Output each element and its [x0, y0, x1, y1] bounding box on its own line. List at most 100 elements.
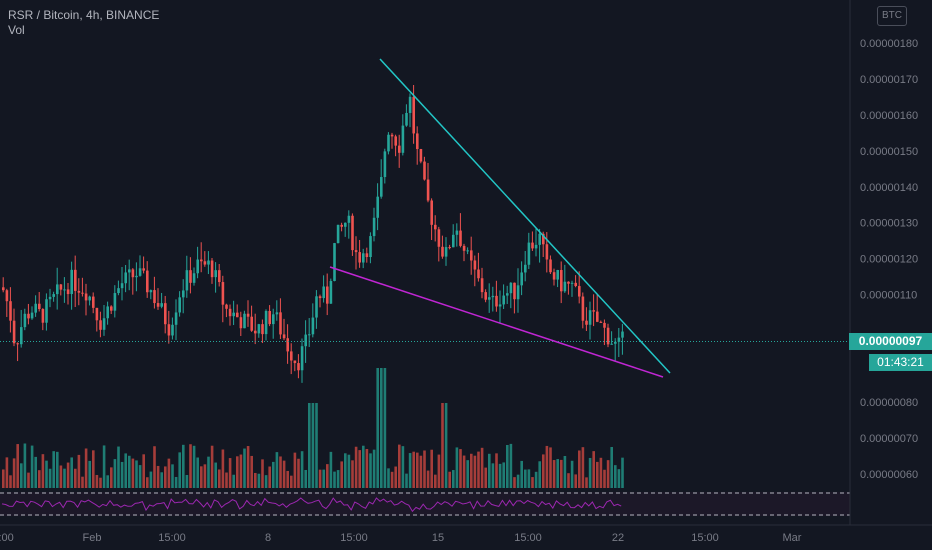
candle-body [452, 234, 455, 248]
volume-bar [322, 469, 325, 488]
candle-body [614, 341, 617, 344]
volume-bar [2, 469, 5, 488]
volume-bar [232, 474, 235, 488]
volume-bar [387, 468, 390, 488]
volume-bar [52, 451, 55, 488]
candle-body [387, 134, 390, 152]
candle-body [538, 233, 541, 245]
volume-bar [513, 477, 516, 488]
volume-bar [20, 463, 23, 488]
candle-body [232, 312, 235, 317]
bar-countdown-badge: 01:43:21 [869, 354, 932, 371]
candle-body [66, 289, 70, 295]
candle-body [12, 320, 16, 344]
upper-trendline[interactable] [379, 58, 671, 374]
candle-body [416, 133, 419, 150]
volume-bar [311, 403, 315, 488]
volume-bar [552, 460, 556, 488]
lower-trendline[interactable] [329, 266, 664, 378]
candle-body [257, 324, 261, 334]
volume-bar [99, 477, 102, 488]
candle-body [110, 306, 113, 311]
volume-bar [81, 476, 84, 488]
candle-body [488, 297, 491, 300]
volume-bar [218, 469, 221, 488]
volume-bar [365, 448, 369, 488]
candle-body [142, 268, 145, 271]
candle-body [491, 295, 495, 298]
candle-body [333, 243, 336, 281]
volume-bar [585, 477, 588, 488]
volume-bar [333, 471, 336, 488]
volume-bar [520, 460, 523, 488]
time-tick-label: 15 [432, 532, 444, 544]
candle-body [16, 343, 19, 345]
volume-bar [419, 455, 423, 488]
volume-bar [12, 458, 16, 488]
candle-body [41, 309, 45, 323]
candle-body [311, 317, 315, 335]
candle-body [315, 296, 318, 318]
volume-bar [574, 474, 577, 488]
candle-body [192, 273, 196, 283]
candle-body [484, 292, 487, 300]
candle-body [48, 296, 52, 300]
volume-bar [214, 462, 217, 488]
candle-body [567, 281, 570, 284]
volume-bar [354, 446, 358, 488]
candle-body [455, 230, 459, 235]
candle-body [552, 272, 556, 280]
volume-bar [74, 468, 77, 488]
volume-bar [538, 461, 541, 488]
volume-bar [358, 450, 361, 488]
volume-bar [120, 461, 124, 488]
volume-bar [106, 475, 109, 488]
candle-body [581, 296, 585, 321]
volume-bar [369, 453, 372, 488]
candle-body [592, 310, 595, 312]
volume-bar [41, 454, 45, 488]
candle-body [84, 293, 88, 301]
volume-bar [117, 446, 120, 488]
time-tick-label: 15:00 [691, 532, 719, 544]
currency-badge[interactable]: BTC [877, 6, 907, 26]
volume-bar [578, 450, 581, 488]
candle-body [509, 282, 513, 294]
candle-body [38, 303, 41, 310]
candle-body [372, 217, 376, 237]
candle-body [390, 134, 394, 137]
candle-body [531, 242, 534, 249]
volume-bar [178, 452, 181, 488]
volume-bar [77, 454, 81, 488]
candle-body [462, 245, 466, 251]
candle-body [218, 270, 221, 283]
volume-bar [30, 445, 34, 488]
volume-bar [304, 469, 307, 488]
time-axis[interactable]: 15:00 Feb 15:00 8 15:00 15 15:00 22 15:00 Mar [0, 532, 802, 544]
volume-label[interactable]: Vol [8, 23, 25, 37]
candle-body [20, 327, 23, 345]
volume-bar [171, 464, 174, 488]
volume-bar [228, 458, 232, 488]
candle-body [466, 250, 469, 252]
volume-bar [560, 459, 563, 488]
volume-bar [131, 458, 135, 488]
volume-bar [556, 459, 559, 488]
candle-body [542, 233, 545, 245]
candle-body [444, 247, 448, 257]
candle-body [272, 314, 275, 325]
volume-bar [135, 460, 138, 488]
volume-bar [509, 443, 513, 488]
oscillator-panel [0, 492, 850, 516]
volume-bar [326, 464, 329, 488]
price-axis[interactable]: 0.00000180 0.00000170 0.00000160 0.00000150… [860, 38, 918, 481]
volume-bar [70, 457, 73, 488]
symbol-title[interactable]: RSR / Bitcoin, 4h, BINANCE [8, 8, 160, 22]
volume-bar [516, 474, 520, 488]
candle-body [365, 253, 369, 258]
candle-body [268, 310, 271, 325]
volume-bar [200, 466, 203, 488]
candle-body [30, 312, 34, 319]
volume-bar [66, 462, 70, 488]
